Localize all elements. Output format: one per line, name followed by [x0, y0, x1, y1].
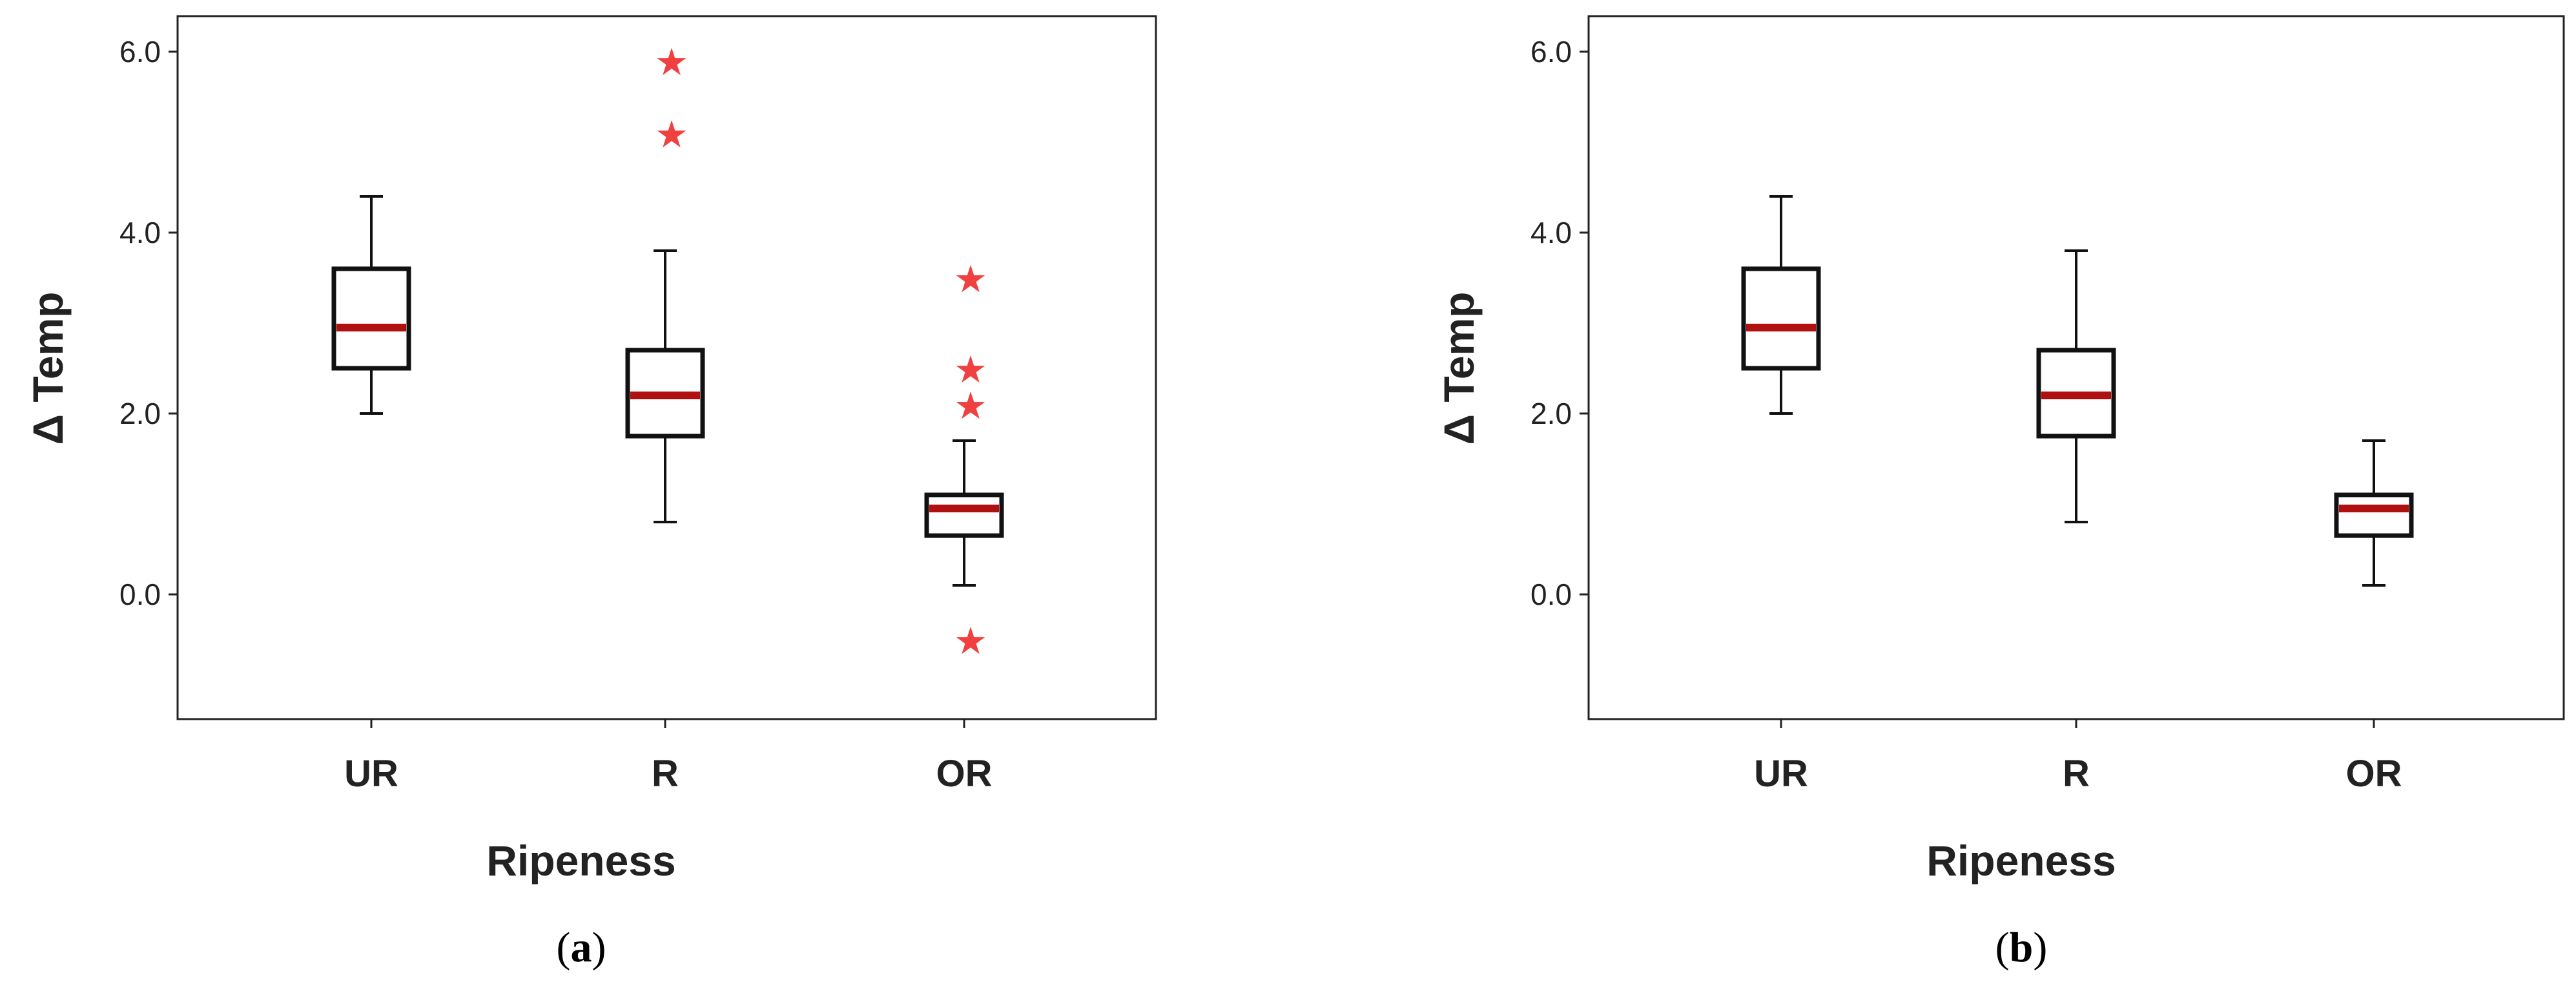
y-tick-label: 2.0 — [1530, 397, 1572, 430]
chart-panel-b: 6.0 4.0 2.0 0.0 Δ Temp UR R OR Ripeness (b) — [1435, 15, 2565, 971]
outlier-star: ★ — [954, 257, 987, 301]
y-tick-label: 0.0 — [1530, 578, 1572, 611]
y-axis-title: Δ Temp — [24, 292, 72, 445]
x-tick-label: UR — [344, 753, 398, 795]
x-tick-label: R — [652, 753, 679, 795]
panel-label: (b) — [1995, 924, 2048, 971]
y-axis-title: Δ Temp — [1435, 292, 1483, 445]
box-r: R ★ ★ — [625, 40, 705, 795]
x-axis-title: Ripeness — [486, 837, 675, 885]
box-iqr — [1741, 266, 1821, 371]
panel-label: (a) — [557, 924, 606, 971]
x-tick-label: OR — [936, 753, 993, 795]
y-tick-label: 4.0 — [119, 216, 161, 249]
x-tick-label: R — [2063, 753, 2090, 795]
y-tick-label: 6.0 — [119, 35, 161, 68]
outlier-star: ★ — [954, 619, 987, 663]
outlier-star: ★ — [655, 40, 688, 84]
x-axis-title: Ripeness — [1926, 837, 2116, 885]
box-ur: UR — [1741, 195, 1821, 795]
box-ur: UR — [331, 195, 411, 795]
y-tick-label: 0.0 — [119, 578, 161, 611]
box-or: OR — [2334, 439, 2414, 795]
outlier-star: ★ — [655, 112, 688, 156]
y-tick-label: 4.0 — [1530, 216, 1572, 249]
y-tick-label: 2.0 — [119, 397, 161, 430]
box-or: OR★★★★ — [924, 257, 1004, 795]
box-iqr — [2334, 492, 2414, 538]
plot-frame — [176, 15, 1157, 720]
x-tick-label: UR — [1754, 753, 1808, 795]
y-tick-label: 6.0 — [1530, 35, 1572, 68]
outlier-star: ★ — [954, 384, 987, 428]
box-iqr — [924, 492, 1004, 538]
box-iqr — [331, 266, 411, 371]
box-r: R — [2036, 249, 2116, 795]
outlier-star: ★ — [954, 348, 987, 392]
x-tick-label: OR — [2346, 753, 2402, 795]
